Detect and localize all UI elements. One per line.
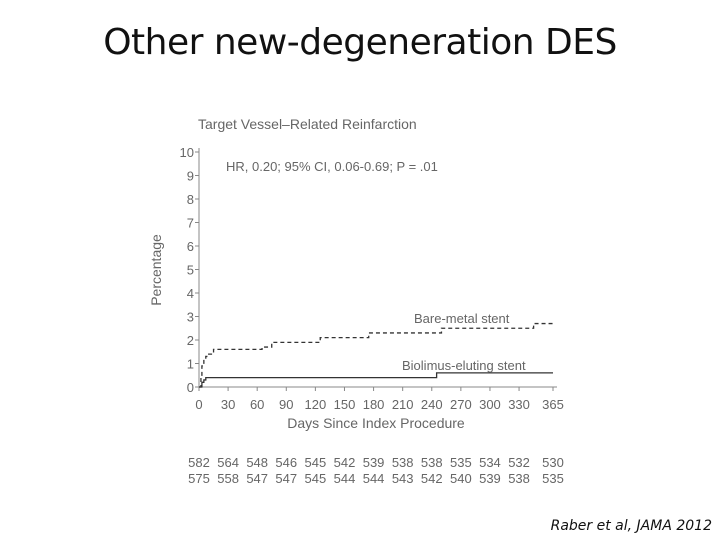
- y-tick-label-5: 5: [187, 263, 194, 278]
- x-tick-label-0: 0: [195, 397, 202, 412]
- at-risk-biolimus-6: 544: [363, 471, 385, 486]
- citation: Raber et al, JAMA 2012: [550, 518, 712, 534]
- y-axis-label: Percentage: [148, 234, 164, 306]
- x-tick-label-210: 210: [392, 397, 414, 412]
- at-risk-biolimus-5: 544: [334, 471, 356, 486]
- at-risk-bare-metal-1: 564: [217, 455, 239, 470]
- at-risk-biolimus-11: 538: [508, 471, 530, 486]
- at-risk-bare-metal-7: 538: [392, 455, 414, 470]
- x-tick-label-60: 60: [250, 397, 264, 412]
- x-tick-label-150: 150: [334, 397, 356, 412]
- y-tick-label-4: 4: [187, 286, 194, 301]
- series-label-1: Biolimus-eluting stent: [402, 358, 526, 373]
- series-label-0: Bare-metal stent: [414, 311, 510, 326]
- at-risk-bare-metal-0: 582: [188, 455, 210, 470]
- x-tick-label-240: 240: [421, 397, 443, 412]
- at-risk-biolimus-3: 547: [275, 471, 297, 486]
- at-risk-bare-metal-5: 542: [334, 455, 356, 470]
- at-risk-biolimus-1: 558: [217, 471, 239, 486]
- y-tick-label-1: 1: [187, 357, 194, 372]
- x-tick-label-365: 365: [542, 397, 564, 412]
- y-tick-label-3: 3: [187, 310, 194, 325]
- at-risk-biolimus-7: 543: [392, 471, 414, 486]
- x-tick-label-270: 270: [450, 397, 472, 412]
- slide-title: Other new-degeneration DES: [103, 22, 617, 63]
- at-risk-biolimus-4: 545: [305, 471, 327, 486]
- x-tick-label-330: 330: [508, 397, 530, 412]
- at-risk-biolimus-9: 540: [450, 471, 472, 486]
- at-risk-biolimus-0: 575: [188, 471, 210, 486]
- y-tick-label-8: 8: [187, 192, 194, 207]
- at-risk-bare-metal-12: 530: [542, 455, 564, 470]
- series-line-0: [199, 322, 553, 388]
- at-risk-biolimus-8: 542: [421, 471, 443, 486]
- at-risk-biolimus-10: 539: [479, 471, 501, 486]
- at-risk-bare-metal-6: 539: [363, 455, 385, 470]
- at-risk-bare-metal-2: 548: [246, 455, 268, 470]
- y-tick-label-0: 0: [187, 380, 194, 395]
- x-tick-label-180: 180: [363, 397, 385, 412]
- y-tick-label-10: 10: [180, 145, 194, 160]
- y-tick-label-7: 7: [187, 216, 194, 231]
- at-risk-bare-metal-11: 532: [508, 455, 530, 470]
- at-risk-bare-metal-8: 538: [421, 455, 443, 470]
- x-tick-label-90: 90: [279, 397, 293, 412]
- y-tick-label-9: 9: [187, 169, 194, 184]
- y-tick-label-6: 6: [187, 239, 194, 254]
- chart-title: Target Vessel–Related Reinfarction: [198, 116, 417, 132]
- series-line-1: [199, 372, 553, 388]
- at-risk-biolimus-2: 547: [246, 471, 268, 486]
- at-risk-bare-metal-10: 534: [479, 455, 501, 470]
- at-risk-bare-metal-4: 545: [305, 455, 327, 470]
- x-axis-label: Days Since Index Procedure: [287, 415, 465, 431]
- x-tick-label-30: 30: [221, 397, 235, 412]
- hazard-ratio-annotation: HR, 0.20; 95% CI, 0.06-0.69; P = .01: [226, 159, 438, 174]
- at-risk-bare-metal-9: 535: [450, 455, 472, 470]
- x-tick-label-120: 120: [305, 397, 327, 412]
- at-risk-bare-metal-3: 546: [275, 455, 297, 470]
- x-tick-label-300: 300: [479, 397, 501, 412]
- at-risk-biolimus-12: 535: [542, 471, 564, 486]
- y-tick-label-2: 2: [187, 333, 194, 348]
